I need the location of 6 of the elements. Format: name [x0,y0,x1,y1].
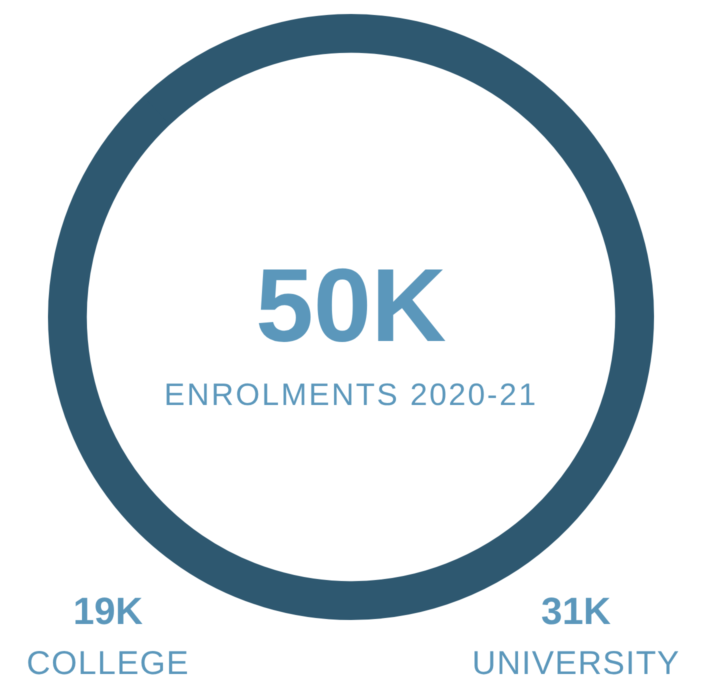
slice-label: COLLEGE [26,644,190,681]
text: ENROLMENTS 2020-21 [164,377,538,412]
data-label: 19K [73,591,144,633]
text: 50K [256,248,446,364]
data-label: 31K [541,591,612,633]
slice-label: UNIVERSITY [472,644,680,681]
